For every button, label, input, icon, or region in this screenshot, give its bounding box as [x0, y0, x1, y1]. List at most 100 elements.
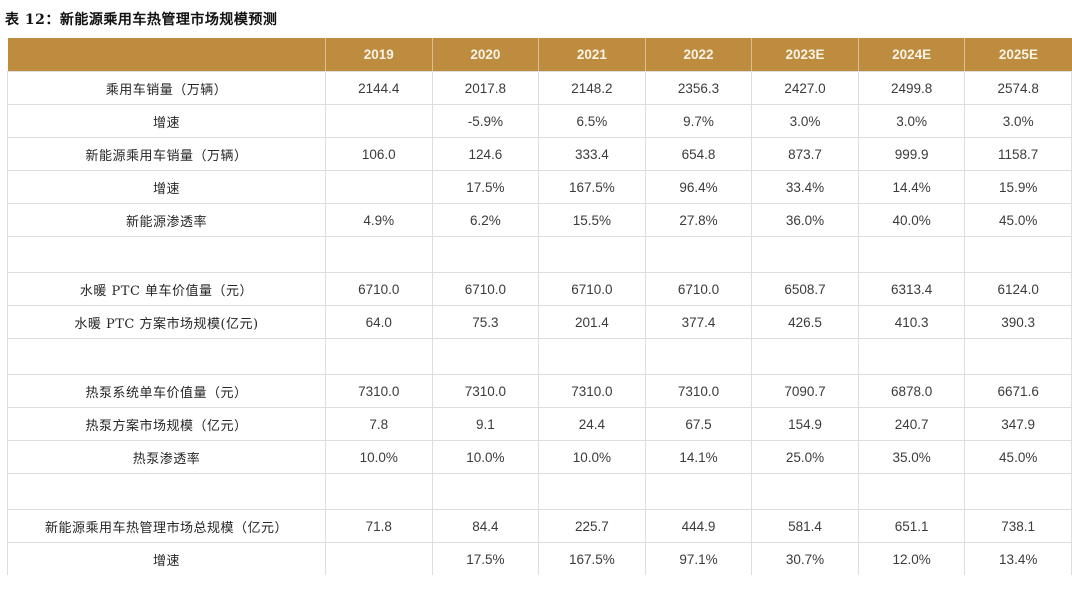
value-cell: 390.3	[964, 305, 1072, 339]
value-cell: 410.3	[857, 305, 966, 339]
spacer-row	[7, 338, 1072, 375]
value-cell: 15.9%	[964, 170, 1072, 204]
value-cell: 13.4%	[964, 542, 1072, 575]
value-cell	[325, 170, 433, 204]
value-cell: 12.0%	[857, 542, 966, 575]
value-cell: 2499.8	[857, 71, 966, 105]
value-cell: 7310.0	[644, 374, 753, 408]
value-cell	[325, 542, 433, 575]
row-label	[7, 338, 326, 375]
value-cell	[751, 236, 859, 273]
table-row: 水暖 PTC 单车价值量（元） 6710.0 6710.0 6710.0 6710.0 6…	[7, 272, 1072, 306]
row-label: 新能源乘用车热管理市场总规模（亿元）	[7, 509, 326, 543]
value-cell: 124.6	[431, 137, 540, 171]
value-cell: 40.0%	[857, 203, 966, 237]
table-row: 水暖 PTC 方案市场规模(亿元) 64.0 75.3 201.4 377.4 426.5…	[7, 305, 1072, 339]
row-label: 乘用车销量（万辆）	[7, 71, 326, 105]
value-cell: 581.4	[751, 509, 859, 543]
value-cell: 84.4	[431, 509, 540, 543]
value-cell: 15.5%	[538, 203, 646, 237]
value-cell	[644, 236, 753, 273]
value-cell: 7.8	[325, 407, 433, 441]
value-cell	[857, 338, 966, 375]
value-cell: 154.9	[751, 407, 859, 441]
header-row: 2019 2020 2021 2022 2023E 2024E 2025E	[7, 38, 1072, 72]
value-cell	[431, 473, 540, 510]
row-label: 新能源乘用车销量（万辆）	[7, 137, 326, 171]
table-row: 增速 17.5% 167.5% 97.1% 30.7% 12.0% 13.4%	[7, 542, 1072, 575]
value-cell: 64.0	[325, 305, 433, 339]
value-cell: 33.4%	[751, 170, 859, 204]
value-cell: 2017.8	[431, 71, 540, 105]
header-cell-2024e: 2024E	[858, 38, 966, 72]
value-cell: 2574.8	[964, 71, 1072, 105]
value-cell: 10.0%	[538, 440, 646, 474]
value-cell: 71.8	[325, 509, 433, 543]
header-cell-2023e: 2023E	[751, 38, 859, 72]
value-cell: 36.0%	[751, 203, 859, 237]
value-cell: 45.0%	[964, 440, 1072, 474]
value-cell: 2356.3	[644, 71, 753, 105]
value-cell: 201.4	[538, 305, 646, 339]
value-cell: 7310.0	[431, 374, 540, 408]
value-cell: 3.0%	[964, 104, 1072, 138]
table-title: 表 12：新能源乘用车热管理市场规模预测	[5, 12, 278, 28]
value-cell: 7310.0	[538, 374, 646, 408]
value-cell	[644, 473, 753, 510]
value-cell: 6.2%	[431, 203, 540, 237]
value-cell: 6878.0	[857, 374, 966, 408]
value-cell: 873.7	[751, 137, 859, 171]
value-cell	[538, 473, 646, 510]
value-cell: 6.5%	[538, 104, 646, 138]
value-cell: 377.4	[644, 305, 753, 339]
value-cell: 654.8	[644, 137, 753, 171]
value-cell: 6124.0	[964, 272, 1072, 306]
value-cell: 3.0%	[751, 104, 859, 138]
row-label: 增速	[7, 104, 326, 138]
value-cell	[964, 338, 1072, 375]
value-cell: 999.9	[857, 137, 966, 171]
value-cell: 24.4	[538, 407, 646, 441]
table-row: 新能源渗透率 4.9% 6.2% 15.5% 27.8% 36.0% 40.0% 45.0%	[7, 203, 1072, 237]
value-cell: 6671.6	[964, 374, 1072, 408]
row-label: 新能源渗透率	[7, 203, 326, 237]
value-cell: 6313.4	[857, 272, 966, 306]
header-cell-2022: 2022	[645, 38, 753, 72]
value-cell	[431, 338, 540, 375]
value-cell	[538, 236, 646, 273]
value-cell: 225.7	[538, 509, 646, 543]
table-row: 增速 17.5% 167.5% 96.4% 33.4% 14.4% 15.9%	[7, 170, 1072, 204]
value-cell	[538, 338, 646, 375]
header-cell-2020: 2020	[432, 38, 540, 72]
header-cell-2025e: 2025E	[964, 38, 1072, 72]
value-cell: 333.4	[538, 137, 646, 171]
value-cell: 651.1	[857, 509, 966, 543]
value-cell: 14.1%	[644, 440, 753, 474]
table-row: 热泵方案市场规模（亿元） 7.8 9.1 24.4 67.5 154.9 240.7 347.…	[7, 407, 1072, 441]
value-cell: 6710.0	[431, 272, 540, 306]
table-row: 热泵系统单车价值量（元） 7310.0 7310.0 7310.0 7310.0 7090…	[7, 374, 1072, 408]
value-cell: 6710.0	[644, 272, 753, 306]
value-cell: 97.1%	[644, 542, 753, 575]
value-cell: 30.7%	[751, 542, 859, 575]
header-cell-2019: 2019	[325, 38, 433, 72]
row-label: 增速	[7, 542, 326, 575]
value-cell	[857, 236, 966, 273]
value-cell: 426.5	[751, 305, 859, 339]
value-cell: 14.4%	[857, 170, 966, 204]
value-cell: 17.5%	[431, 170, 540, 204]
value-cell	[325, 473, 433, 510]
value-cell: 6508.7	[751, 272, 859, 306]
value-cell	[751, 473, 859, 510]
forecast-table: 2019 2020 2021 2022 2023E 2024E 2025E 乘用…	[7, 38, 1072, 575]
value-cell: 9.7%	[644, 104, 753, 138]
value-cell: 167.5%	[538, 170, 646, 204]
value-cell: 444.9	[644, 509, 753, 543]
value-cell	[325, 338, 433, 375]
value-cell: 347.9	[964, 407, 1072, 441]
value-cell	[857, 473, 966, 510]
row-label: 热泵渗透率	[7, 440, 326, 474]
table-row: 热泵渗透率 10.0% 10.0% 10.0% 14.1% 25.0% 35.0% 45.0%	[7, 440, 1072, 474]
value-cell	[325, 104, 433, 138]
value-cell: -5.9%	[431, 104, 540, 138]
